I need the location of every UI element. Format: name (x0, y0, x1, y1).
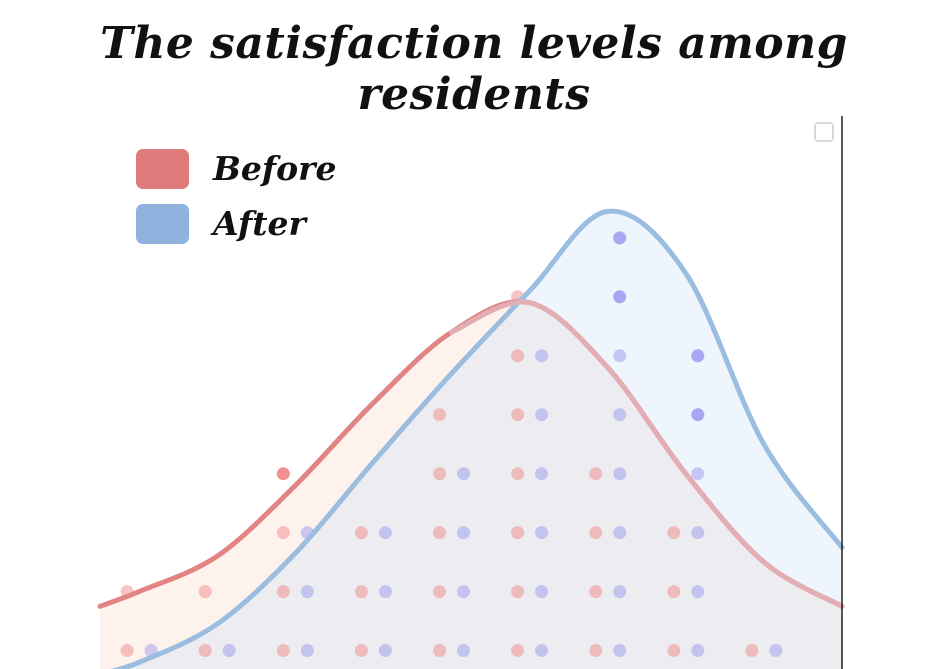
dot-after (222, 644, 236, 657)
area-after (120, 211, 842, 669)
dot-before (511, 585, 525, 599)
dot-before (433, 644, 446, 657)
dot-before (667, 585, 681, 599)
dot-before (276, 526, 290, 540)
dot-before (433, 585, 446, 599)
dot-before (120, 644, 134, 657)
area-before (100, 301, 842, 669)
dot-before (511, 644, 525, 657)
dot-before (354, 585, 368, 599)
dot-before (511, 526, 525, 540)
legend-label-before: Before (213, 149, 337, 188)
toggle-checkbox[interactable] (814, 122, 834, 142)
dot-after (378, 526, 392, 540)
dot-after (535, 644, 549, 657)
dot-after (378, 644, 392, 657)
legend: Before After (136, 148, 336, 258)
dot-before (354, 644, 368, 657)
dot-before (276, 644, 290, 657)
legend-item-before[interactable]: Before (136, 148, 336, 189)
dot-after (300, 585, 314, 599)
legend-swatch-before (136, 148, 189, 189)
dot-after (691, 408, 705, 422)
legend-label-after: After (213, 204, 306, 243)
dot-before (433, 467, 446, 481)
dot-before (589, 585, 603, 599)
dot-before (433, 408, 446, 422)
dot-after (457, 467, 470, 481)
dot-after (300, 644, 314, 657)
dot-before (745, 644, 759, 657)
dot-after (535, 585, 549, 599)
dot-after (613, 644, 627, 657)
dot-before (433, 526, 446, 540)
dot-after (613, 290, 627, 304)
dot-before (589, 644, 603, 657)
dot-before (276, 585, 290, 599)
dot-after (613, 526, 627, 540)
dot-before (589, 467, 603, 481)
dot-before (198, 585, 212, 599)
dot-after (691, 526, 705, 540)
dot-after (691, 467, 705, 481)
dot-after (457, 585, 470, 599)
dot-after (535, 526, 549, 540)
dot-after (691, 349, 705, 363)
chart-title: The satisfaction levels among residents (100, 18, 848, 120)
dot-after (613, 349, 627, 363)
line-before-overlay (449, 299, 845, 609)
dot-before (511, 408, 525, 422)
dot-after (691, 585, 705, 599)
dot-before (511, 349, 525, 363)
dot-after (457, 526, 470, 540)
dot-before (276, 467, 290, 481)
dot-before (511, 467, 525, 481)
dot-after (613, 467, 627, 481)
dot-before (667, 644, 681, 657)
dot-after (691, 644, 705, 657)
line-after (110, 208, 845, 669)
dot-after (535, 349, 549, 363)
dot-after (378, 585, 392, 599)
dot-after (457, 644, 470, 657)
legend-item-after[interactable]: After (136, 203, 336, 244)
dot-after (613, 408, 627, 422)
dot-after (535, 408, 549, 422)
dot-before (354, 526, 368, 540)
dot-before (589, 526, 603, 540)
dot-after (613, 585, 627, 599)
dot-after (613, 231, 627, 245)
dot-before (198, 644, 212, 657)
dot-after (535, 467, 549, 481)
dot-after (769, 644, 783, 657)
dot-before (667, 526, 681, 540)
legend-swatch-after (136, 203, 189, 244)
